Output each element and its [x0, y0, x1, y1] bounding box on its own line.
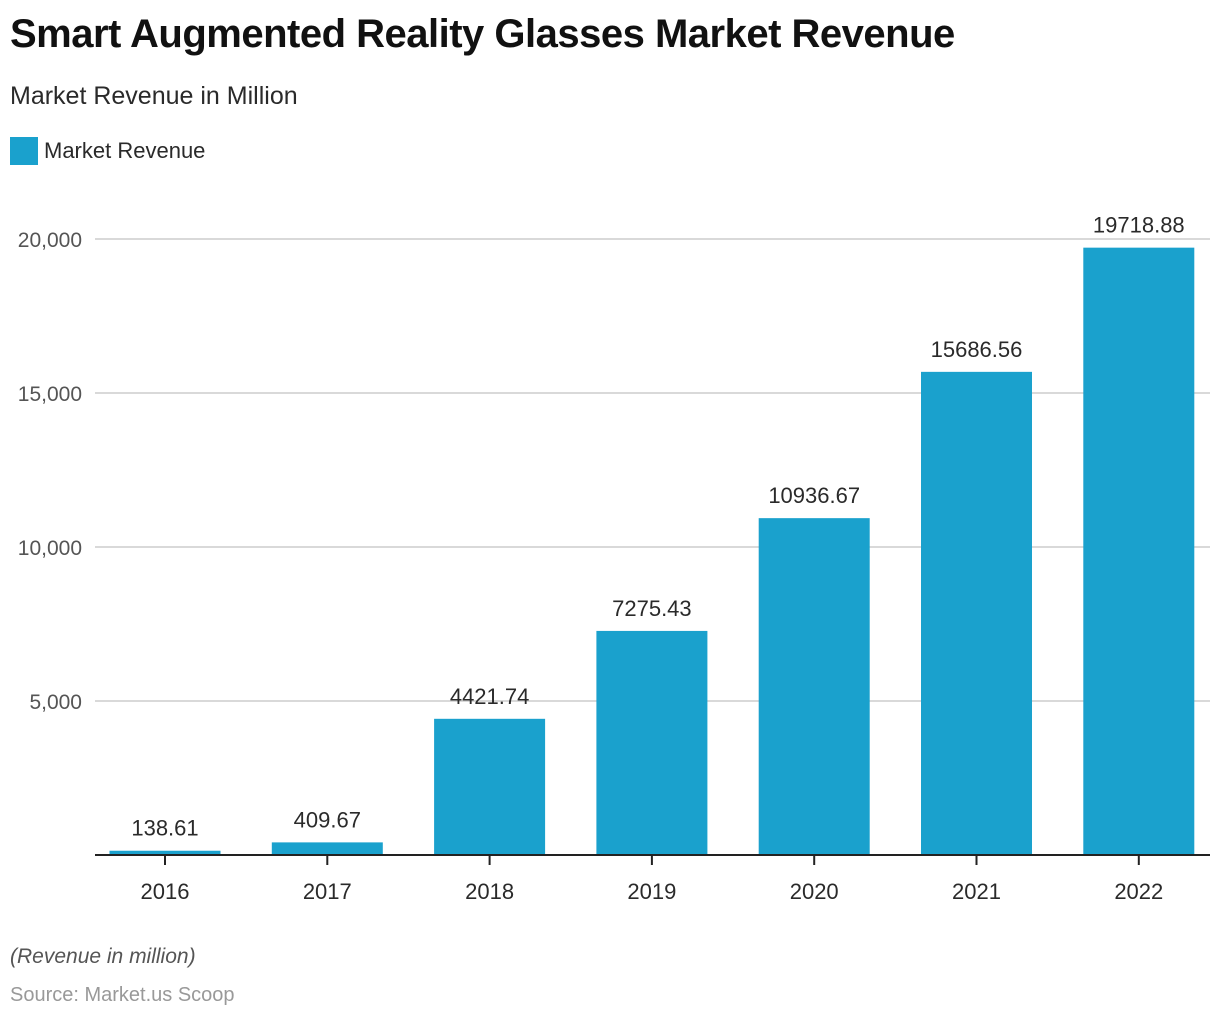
x-tick-label: 2021	[952, 879, 1001, 904]
chart-subtitle: Market Revenue in Million	[10, 82, 298, 110]
y-tick-label: 10,000	[18, 537, 82, 560]
data-label: 409.67	[294, 807, 361, 832]
bar	[1083, 247, 1195, 855]
bar	[109, 850, 221, 855]
legend-swatch	[10, 137, 38, 165]
data-label: 4421.74	[450, 684, 530, 709]
x-tick-label: 2016	[141, 879, 190, 904]
data-label: 138.61	[131, 816, 198, 841]
bar	[758, 518, 870, 855]
chart-title: Smart Augmented Reality Glasses Market R…	[10, 12, 955, 56]
x-tick-label: 2018	[465, 879, 514, 904]
data-label: 7275.43	[612, 596, 692, 621]
data-label: 10936.67	[768, 483, 860, 508]
bar	[434, 718, 546, 855]
bars	[109, 247, 1195, 855]
y-tick-label: 5,000	[29, 691, 82, 714]
data-label: 15686.56	[931, 337, 1023, 362]
chart-source: Source: Market.us Scoop	[10, 984, 235, 1006]
x-tick-label: 2020	[790, 879, 839, 904]
y-tick-label: 20,000	[18, 229, 82, 252]
bar	[921, 371, 1032, 855]
legend-label: Market Revenue	[44, 138, 206, 163]
data-labels: 138.61 409.67 4421.74 7275.43 10936.67 15686.…	[131, 213, 1184, 841]
bar	[271, 842, 383, 855]
bar	[596, 630, 708, 855]
legend: Market Revenue	[10, 137, 205, 165]
y-tick-label: 15,000	[18, 383, 82, 406]
x-tick-label: 2017	[303, 879, 352, 904]
x-axis: 2016 2017 2018 2019 2020 2021 2022	[95, 854, 1210, 904]
y-axis-ticks: 5,000 10,000 15,000 20,000	[18, 229, 82, 714]
data-label: 19718.88	[1093, 213, 1185, 238]
x-tick-label: 2019	[627, 879, 676, 904]
chart-note: (Revenue in million)	[10, 945, 196, 968]
x-tick-label: 2022	[1114, 879, 1163, 904]
